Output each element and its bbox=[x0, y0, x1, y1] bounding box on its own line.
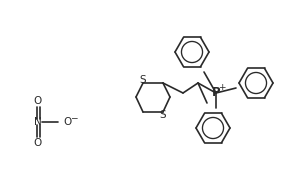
Text: S: S bbox=[160, 110, 166, 120]
Text: S: S bbox=[140, 75, 146, 85]
Text: −: − bbox=[70, 114, 78, 122]
Text: +: + bbox=[218, 83, 226, 93]
Text: N: N bbox=[34, 117, 42, 127]
Text: O: O bbox=[63, 117, 71, 127]
Text: P: P bbox=[212, 87, 220, 100]
Text: O: O bbox=[33, 96, 41, 106]
Text: O: O bbox=[33, 138, 41, 148]
